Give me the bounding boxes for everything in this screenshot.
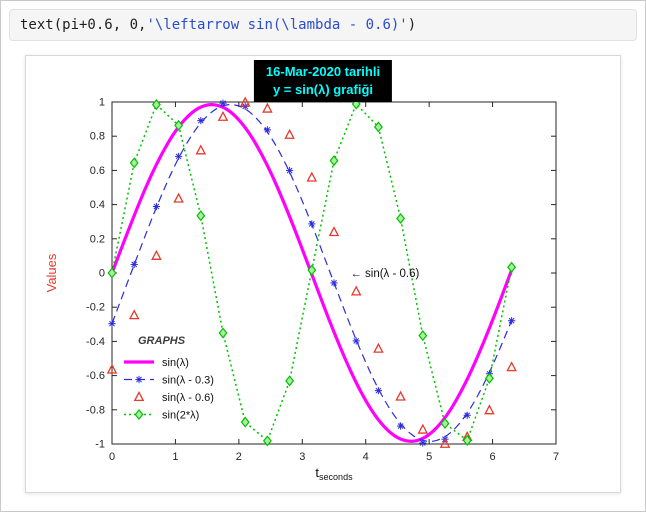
- x-tick-label: 1: [172, 451, 178, 463]
- code-cell[interactable]: text(pi+0.6, 0,'\leftarrow sin(\lambda -…: [9, 9, 637, 41]
- y-tick-label: 1: [99, 97, 105, 109]
- chart-title-line1: 16-Mar-2020 tarihli: [265, 64, 381, 79]
- series-2: [108, 99, 516, 447]
- legend: GRAPHS sin(λ) sin(λ - 0.3) sin(λ - 0.6) sin(…: [124, 335, 214, 421]
- y-tick-label: -0.8: [86, 404, 105, 416]
- code-text-suffix: ): [407, 17, 417, 33]
- x-tick-label: 7: [553, 451, 559, 463]
- axes: 0 1 2 3 4 5 6 7 -1 -0.8 -0.6 -0.4 -0.2 0 0.2 0.4 0.6 0.8 1…: [44, 97, 559, 483]
- x-axis-label: tseconds: [315, 465, 353, 482]
- y-tick-label: -0.4: [86, 336, 105, 348]
- x-tick-label: 0: [109, 451, 115, 463]
- legend-entry-label: sin(λ - 0.3): [162, 374, 214, 386]
- y-tick-label: 0.8: [90, 131, 105, 143]
- legend-entry-label: sin(λ - 0.6): [162, 392, 214, 404]
- x-tick-label: 4: [363, 451, 369, 463]
- y-tick-label: 0: [99, 268, 105, 280]
- chart-title: 16-Mar-2020 tarihli y = sin(λ) grafiği: [253, 60, 393, 103]
- y-tick-label: 0.2: [90, 233, 105, 245]
- code-string: '\leftarrow sin(\lambda - 0.6)': [146, 17, 408, 33]
- y-tick-label: -0.2: [86, 302, 105, 314]
- x-tick-label: 5: [426, 451, 432, 463]
- y-tick-label: 0.6: [90, 165, 105, 177]
- y-tick-label: 0.4: [90, 199, 105, 211]
- legend-entry-label: sin(2*λ): [162, 409, 199, 421]
- series-4: [107, 98, 517, 447]
- legend-title: GRAPHS: [138, 335, 186, 347]
- code-text-prefix: text(pi+0.6, 0,: [20, 17, 147, 33]
- x-tick-label: 2: [236, 451, 242, 463]
- y-tick-label: -0.6: [86, 370, 105, 382]
- chart-title-line2: y = sin(λ) grafiği: [272, 82, 374, 98]
- x-tick-label: 3: [299, 451, 305, 463]
- y-axis-label: Values: [44, 253, 59, 292]
- annotation-text: ← sin(λ - 0.6): [350, 268, 419, 280]
- chart-svg: 0 1 2 3 4 5 6 7 -1 -0.8 -0.6 -0.4 -0.2 0 0.2 0.4 0.6 0.8 1…: [44, 96, 559, 483]
- x-tick-label: 6: [490, 451, 496, 463]
- legend-entry-label: sin(λ): [162, 357, 189, 369]
- y-tick-label: -1: [95, 439, 105, 451]
- series-3: [106, 96, 517, 448]
- figure-card: 16-Mar-2020 tarihli y = sin(λ) grafiği 0…: [25, 55, 621, 493]
